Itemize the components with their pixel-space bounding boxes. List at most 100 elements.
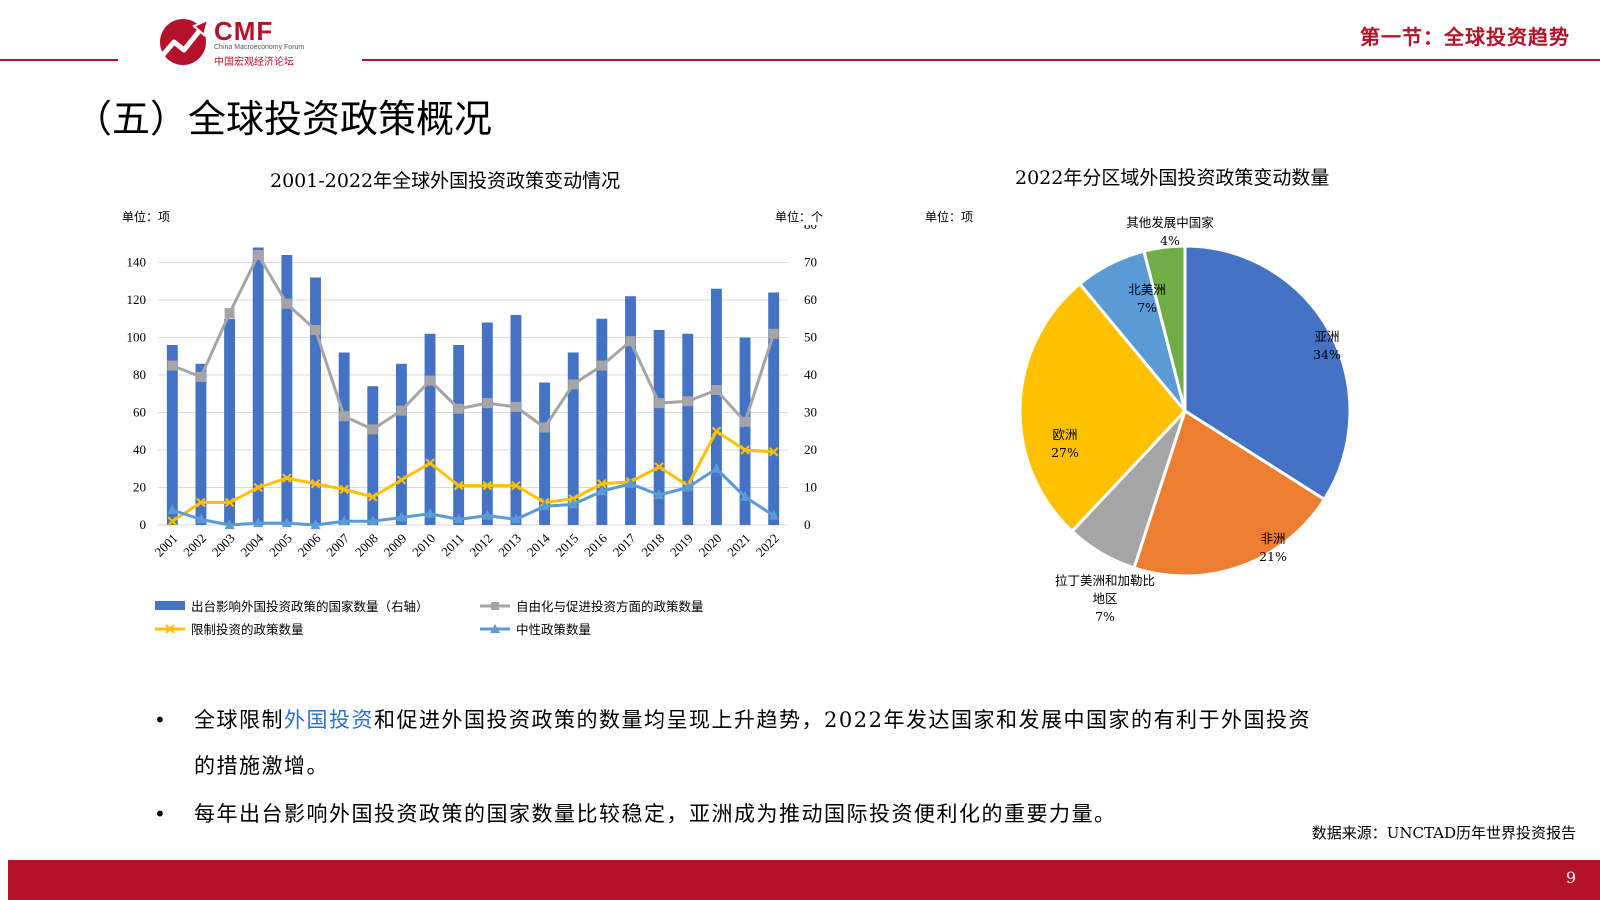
bullet-list: • 全球限制外国投资和促进外国投资政策的数量均呈现上升趋势，2022年发达国家和… (150, 697, 1550, 837)
liberalization-point (740, 416, 751, 427)
restriction-point (453, 480, 464, 491)
pie-label-asia-pct: 34% (1313, 347, 1341, 362)
pie-label-other-name: 其他发展中国家 (1126, 215, 1214, 230)
pie-label-europe: 欧洲 27% (1040, 426, 1090, 462)
liberalization-point (253, 250, 264, 260)
x-tick-label: 2002 (180, 531, 209, 560)
pie-label-other-developing: 其他发展中国家 4% (1120, 214, 1220, 250)
x-tick-label: 2009 (381, 531, 410, 560)
x-tick-label: 2012 (466, 531, 495, 560)
region-pie-chart (1018, 244, 1352, 578)
foreign-investment-link[interactable]: 外国投资 (284, 708, 374, 732)
x-tick-label: 2015 (552, 531, 581, 560)
bar-countries (281, 255, 293, 525)
restriction-point (511, 480, 521, 491)
neutral-point (682, 481, 693, 492)
legend-liberalization-label: 自由化与促进投资方面的政策数量 (516, 599, 704, 614)
x-tick-label: 2003 (209, 531, 238, 560)
pie-label-na-pct: 7% (1137, 300, 1157, 315)
y-left-tick-label: 0 (140, 517, 147, 532)
restriction-point (654, 462, 664, 472)
restriction-point (224, 497, 235, 508)
y-left-tick-label: 80 (133, 367, 146, 382)
liberalization-point (195, 371, 206, 382)
x-tick-label: 2001 (151, 531, 180, 560)
pie-slice-africa (1132, 408, 1327, 578)
bar-countries (625, 296, 636, 525)
liberalization-point (568, 379, 579, 390)
pie-label-africa: 非洲 21% (1248, 530, 1298, 566)
bullet-text-2: 每年出台影响外国投资政策的国家数量比较稳定，亚洲成为推动国际投资便利化的重要力量… (194, 802, 1117, 826)
bullet-1-after: 和促进外国投资政策的数量均呈现上升趋势，2022年发达国家和发展中国家的有利于外… (374, 708, 1311, 732)
x-tick-label: 2017 (610, 530, 639, 559)
bar-countries (166, 345, 178, 525)
liberalization-line (171, 253, 776, 431)
bar-countries (539, 382, 551, 525)
bullet-dot: • (154, 708, 166, 732)
y-right-tick-label: 20 (804, 442, 817, 457)
x-tick-label: 2016 (581, 530, 610, 559)
restriction-point (768, 447, 779, 457)
neutral-point (568, 498, 579, 509)
legend-yellow-line-icon (155, 623, 185, 634)
y-right-tick-label: 50 (804, 330, 817, 345)
neutral-point (740, 490, 751, 501)
x-tick-label: 2010 (409, 531, 438, 560)
bullet-1-before: 全球限制 (194, 708, 284, 732)
pie-label-asia: 亚洲 34% (1302, 328, 1352, 364)
y-right-tick-label: 60 (804, 292, 817, 307)
logo-sub-cn: 中国宏观经济论坛 (214, 57, 294, 68)
y-left-tick-label: 60 (133, 405, 146, 420)
liberalization-point (510, 401, 521, 412)
y-left-tick-label: 40 (133, 442, 146, 457)
footer-bar: 9 (8, 860, 1600, 900)
legend-countries: 出台影响外国投资政策的国家数量（右轴） (155, 596, 429, 615)
bar-countries (567, 352, 579, 525)
header-rule-right (362, 59, 1600, 61)
restriction-point (167, 516, 178, 527)
x-tick-label: 2018 (638, 531, 667, 560)
pie-label-la-name1: 拉丁美洲和加勒比 (1054, 573, 1155, 588)
bar-countries (338, 352, 350, 525)
neutral-point (167, 504, 178, 514)
restriction-point (253, 482, 264, 493)
bullet-1-line2: 的措施激增。 (194, 754, 329, 778)
policy-change-chart: 0204060801001201400102030405060708020012… (127, 225, 818, 560)
bar-countries (653, 330, 665, 525)
neutral-point (482, 509, 493, 520)
restriction-point (425, 458, 435, 468)
liberalization-point (625, 336, 636, 347)
pie-label-na-name: 北美洲 (1128, 282, 1166, 297)
legend-blue-line-icon (480, 623, 510, 633)
pie-label-africa-pct: 21% (1259, 549, 1287, 564)
section-title: 第一节：全球投资趋势 (1360, 25, 1570, 49)
bar-countries (424, 333, 436, 525)
pie-label-asia-name: 亚洲 (1314, 329, 1340, 344)
bar-countries (453, 345, 465, 525)
restriction-point (367, 492, 378, 502)
liberalization-point (682, 396, 693, 407)
bar-countries (252, 247, 264, 525)
y-right-tick-label: 40 (804, 367, 817, 382)
x-tick-label: 2020 (696, 531, 725, 560)
neutral-point (367, 515, 378, 526)
y-left-tick-label: 140 (127, 255, 147, 270)
neutral-point (253, 517, 264, 528)
pie-label-europe-pct: 27% (1051, 445, 1079, 460)
header-rule-left (0, 59, 118, 61)
pie-chart-unit: 单位：项 (925, 210, 974, 224)
neutral-point (539, 500, 550, 511)
pie-label-north-america: 北美洲 7% (1117, 281, 1177, 317)
bar-countries (395, 363, 407, 525)
pie-label-latin-america: 拉丁美洲和加勒比 地区 7% (1040, 572, 1170, 626)
x-tick-label: 2022 (753, 531, 782, 560)
legend-neutral: 中性政策数量 (480, 619, 591, 638)
y-right-tick-label: 70 (804, 255, 817, 270)
liberalization-point (281, 298, 292, 309)
logo-sub-en: China Macroeconomy Forum (214, 44, 305, 51)
pie-label-la-pct: 7% (1095, 609, 1115, 624)
neutral-point (453, 513, 464, 524)
restriction-point (711, 426, 722, 437)
pie-label-africa-name: 非洲 (1260, 531, 1286, 546)
neutral-point (510, 513, 521, 524)
